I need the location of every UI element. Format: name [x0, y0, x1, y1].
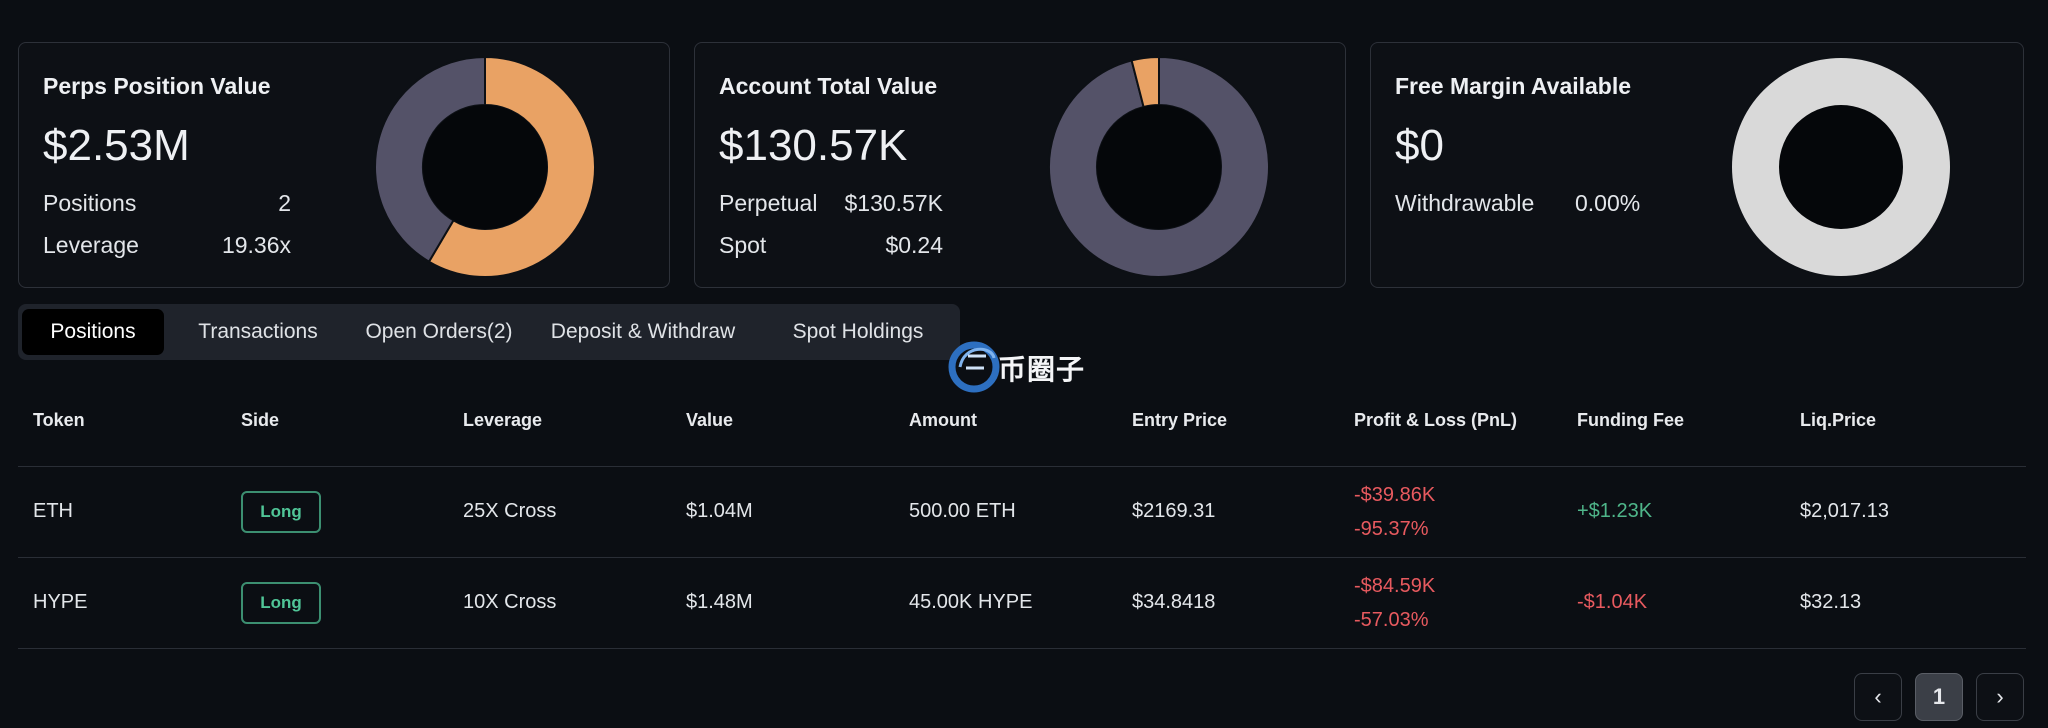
donut-hole — [1097, 105, 1221, 229]
cell-pnl-percent: -95.37% — [1354, 518, 1429, 540]
tab-transactions[interactable]: Transactions — [198, 320, 318, 343]
header-funding-fee: Funding Fee — [1577, 410, 1684, 430]
card-value: $0 — [1395, 121, 1444, 170]
cell-amount: 500.00 ETH — [909, 500, 1016, 522]
cell-value: $1.48M — [686, 591, 753, 613]
cell-token: ETH — [33, 500, 73, 522]
card-title: Free Margin Available — [1395, 73, 1632, 99]
leverage-label: Leverage — [43, 232, 139, 258]
cell-leverage: 10X Cross — [463, 591, 557, 613]
header-pnl: Profit & Loss (PnL) — [1354, 410, 1517, 430]
table-divider — [18, 648, 2026, 649]
account-total-card: Account Total Value $130.57K Perpetual $… — [694, 42, 1346, 288]
cell-funding-fee: +$1.23K — [1577, 500, 1653, 522]
free-margin-card: Free Margin Available $0 Withdrawable 0.… — [1370, 42, 2024, 288]
table-divider — [18, 557, 2026, 558]
withdrawable-value: 0.00% — [1575, 190, 1641, 216]
perps-donut-chart — [374, 55, 596, 278]
cell-value: $1.04M — [686, 500, 753, 522]
cell-liq-price: $2,017.13 — [1800, 500, 1889, 522]
header-entry-price: Entry Price — [1132, 410, 1228, 430]
watermark-text: 币圈子 — [998, 354, 1086, 385]
cell-pnl-percent: -57.03% — [1354, 609, 1429, 631]
spot-label: Spot — [719, 232, 767, 258]
side-badge: Long — [241, 582, 321, 624]
watermark-e-icon — [948, 341, 1000, 393]
cell-liq-price: $32.13 — [1800, 591, 1862, 613]
header-liq-price: Liq.Price — [1800, 410, 1877, 430]
header-side: Side — [241, 410, 280, 430]
cell-pnl: -$84.59K — [1354, 575, 1436, 597]
tab-open-orders[interactable]: Open Orders(2) — [365, 320, 513, 343]
tab-spot-holdings[interactable]: Spot Holdings — [792, 320, 924, 343]
cell-token: HYPE — [33, 591, 88, 613]
header-leverage: Leverage — [463, 410, 543, 430]
side-badge: Long — [241, 491, 321, 533]
card-value: $2.53M — [43, 121, 190, 170]
leverage-value: 19.36x — [221, 232, 291, 258]
tab-positions[interactable]: Positions — [22, 309, 164, 355]
perpetual-label: Perpetual — [719, 190, 818, 216]
positions-value: 2 — [278, 190, 291, 216]
cell-leverage: 25X Cross — [463, 500, 557, 522]
watermark-logo: 币圈子 — [948, 334, 1098, 396]
cell-pnl: -$39.86K — [1354, 484, 1436, 506]
tab-deposit-withdraw[interactable]: Deposit & Withdraw — [550, 320, 736, 343]
header-value: Value — [686, 410, 734, 430]
header-amount: Amount — [909, 410, 977, 430]
account-donut-chart — [1048, 55, 1270, 278]
donut-hole — [1779, 105, 1903, 229]
free-margin-donut-chart — [1730, 56, 1952, 278]
cell-funding-fee: -$1.04K — [1577, 591, 1648, 613]
perpetual-value: $130.57K — [844, 190, 943, 216]
current-page-button[interactable]: 1 — [1915, 673, 1963, 721]
card-value: $130.57K — [719, 121, 908, 170]
card-title: Account Total Value — [719, 73, 938, 99]
cell-entry-price: $34.8418 — [1132, 591, 1216, 613]
cell-entry-price: $2169.31 — [1132, 500, 1216, 522]
perps-position-card: Perps Position Value $2.53M Positions 2 … — [18, 42, 670, 288]
next-page-button[interactable]: › — [1976, 673, 2024, 721]
table-divider — [18, 466, 2026, 467]
prev-page-button[interactable]: ‹ — [1854, 673, 1902, 721]
card-title: Perps Position Value — [43, 73, 271, 99]
positions-label: Positions — [43, 190, 137, 216]
spot-value: $0.24 — [885, 232, 943, 258]
cell-amount: 45.00K HYPE — [909, 591, 1033, 613]
withdrawable-label: Withdrawable — [1395, 190, 1535, 216]
donut-hole — [423, 105, 547, 229]
tab-bar: Positions Transactions Open Orders(2) De… — [18, 304, 960, 360]
header-token: Token — [33, 410, 85, 430]
